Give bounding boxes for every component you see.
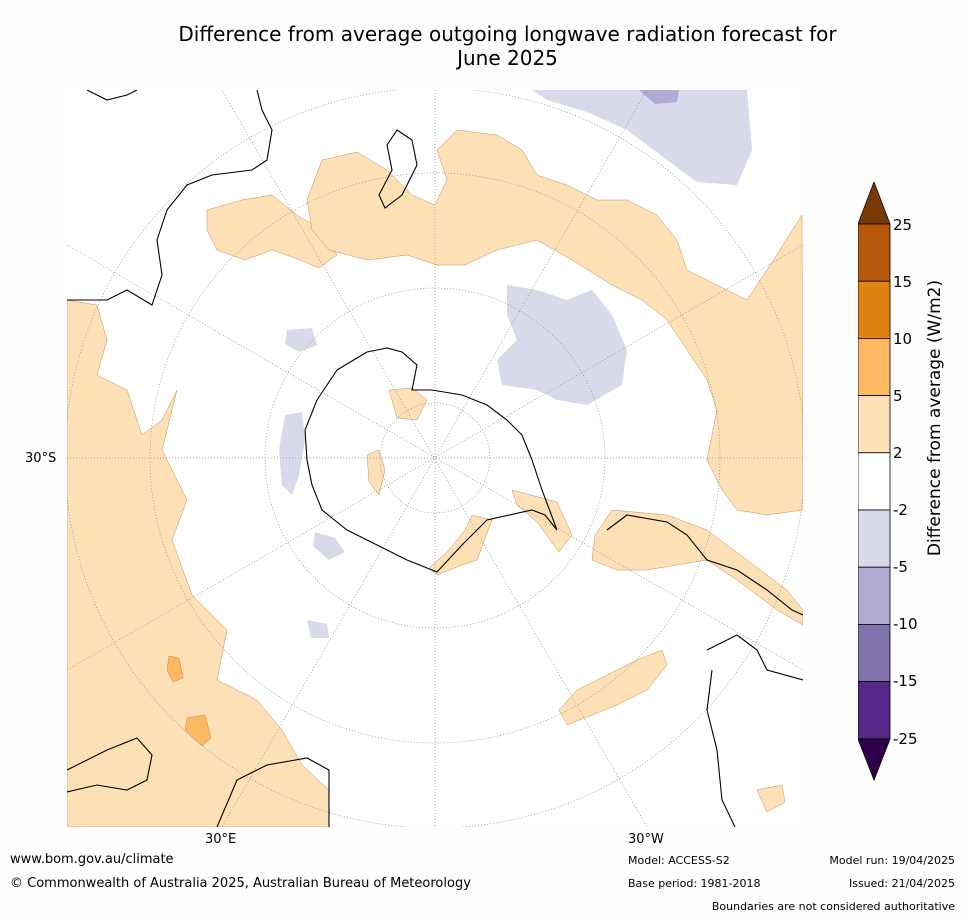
negative-anomaly-region: [307, 620, 329, 638]
graticule: [67, 90, 803, 827]
colorbar-max-extension: [858, 182, 891, 225]
negative-anomaly-region: [285, 328, 317, 352]
colorbar-tick: 25: [893, 216, 913, 234]
positive-anomaly-region: [206, 194, 338, 269]
website-link[interactable]: www.bom.gov.au/climate: [10, 852, 174, 867]
colorbar-segment: [858, 395, 891, 454]
positive-anomaly-region: [67, 299, 330, 827]
positive-anomaly-region-strong: [184, 714, 212, 747]
lon-label-30w: 30°W: [628, 832, 664, 847]
title-line-2: June 2025: [457, 46, 558, 70]
positive-anomaly-region-strong: [166, 655, 184, 683]
positive-anomaly-region: [388, 387, 428, 421]
colorbar-segment: [858, 509, 891, 568]
africa-coastline: [216, 757, 330, 827]
colorbar-segment: [858, 223, 891, 282]
map-svg: [67, 90, 803, 827]
negative-anomaly-region: [279, 412, 305, 495]
positive-anomaly-region: [558, 649, 668, 726]
colorbar-segment: [858, 623, 891, 682]
colorbar-segment: [858, 681, 891, 740]
colorbar-tick: -25: [893, 730, 918, 748]
lon-label-30e: 30°E: [205, 832, 237, 847]
positive-anomaly-region: [756, 784, 786, 813]
colorbar-tick: 2: [893, 444, 903, 462]
negative-anomaly-region: [313, 532, 345, 560]
negative-anomaly-region: [532, 90, 752, 185]
colorbar-tick: -15: [893, 672, 918, 690]
colorbar-min-extension: [858, 738, 891, 782]
positive-anomaly-region: [306, 129, 803, 516]
negative-anomaly-region: [639, 90, 679, 104]
colorbar-segment: [858, 280, 891, 339]
model-run-text: Model run: 19/04/2025: [829, 854, 955, 867]
colorbar-tick: -5: [893, 558, 908, 576]
positive-anomaly-region: [591, 509, 803, 626]
positive-anomaly-region: [366, 449, 386, 496]
polar-map: [67, 90, 803, 827]
south-america-coastline: [706, 634, 803, 681]
colorbar-segment: [858, 337, 891, 396]
colorbar-segment: [858, 452, 891, 511]
colorbar-tick: -2: [893, 501, 908, 519]
disclaimer-text: Boundaries are not considered authoritat…: [711, 900, 955, 913]
antarctica-coastline: [304, 347, 558, 573]
island-coastline: [86, 90, 138, 101]
colorbar-tick: 5: [893, 387, 903, 405]
title-line-1: Difference from average outgoing longwav…: [178, 22, 837, 46]
africa-coastline: [67, 737, 153, 793]
colorbar-tick: 10: [893, 330, 913, 348]
colorbar-tick: -10: [893, 615, 918, 633]
south-america-coastline: [706, 669, 736, 827]
issued-text: Issued: 21/04/2025: [848, 877, 955, 890]
map-title: Difference from average outgoing longwav…: [60, 22, 955, 70]
model-text: Model: ACCESS-S2: [628, 854, 730, 867]
new-zealand-coastline: [378, 129, 418, 209]
negative-anomaly-region: [497, 285, 627, 405]
colorbar: [858, 182, 891, 782]
colorbar-segment: [858, 566, 891, 625]
south-america-coastline: [606, 514, 803, 616]
base-period-text: Base period: 1981-2018: [628, 877, 761, 890]
colorbar-label: Difference from average (W/m2): [925, 279, 945, 557]
colorbar-tick: 15: [893, 273, 913, 291]
lat-label-30s: 30°S: [25, 451, 57, 466]
australia-coastline: [67, 90, 273, 306]
copyright-text: © Commonwealth of Australia 2025, Austra…: [10, 876, 471, 891]
